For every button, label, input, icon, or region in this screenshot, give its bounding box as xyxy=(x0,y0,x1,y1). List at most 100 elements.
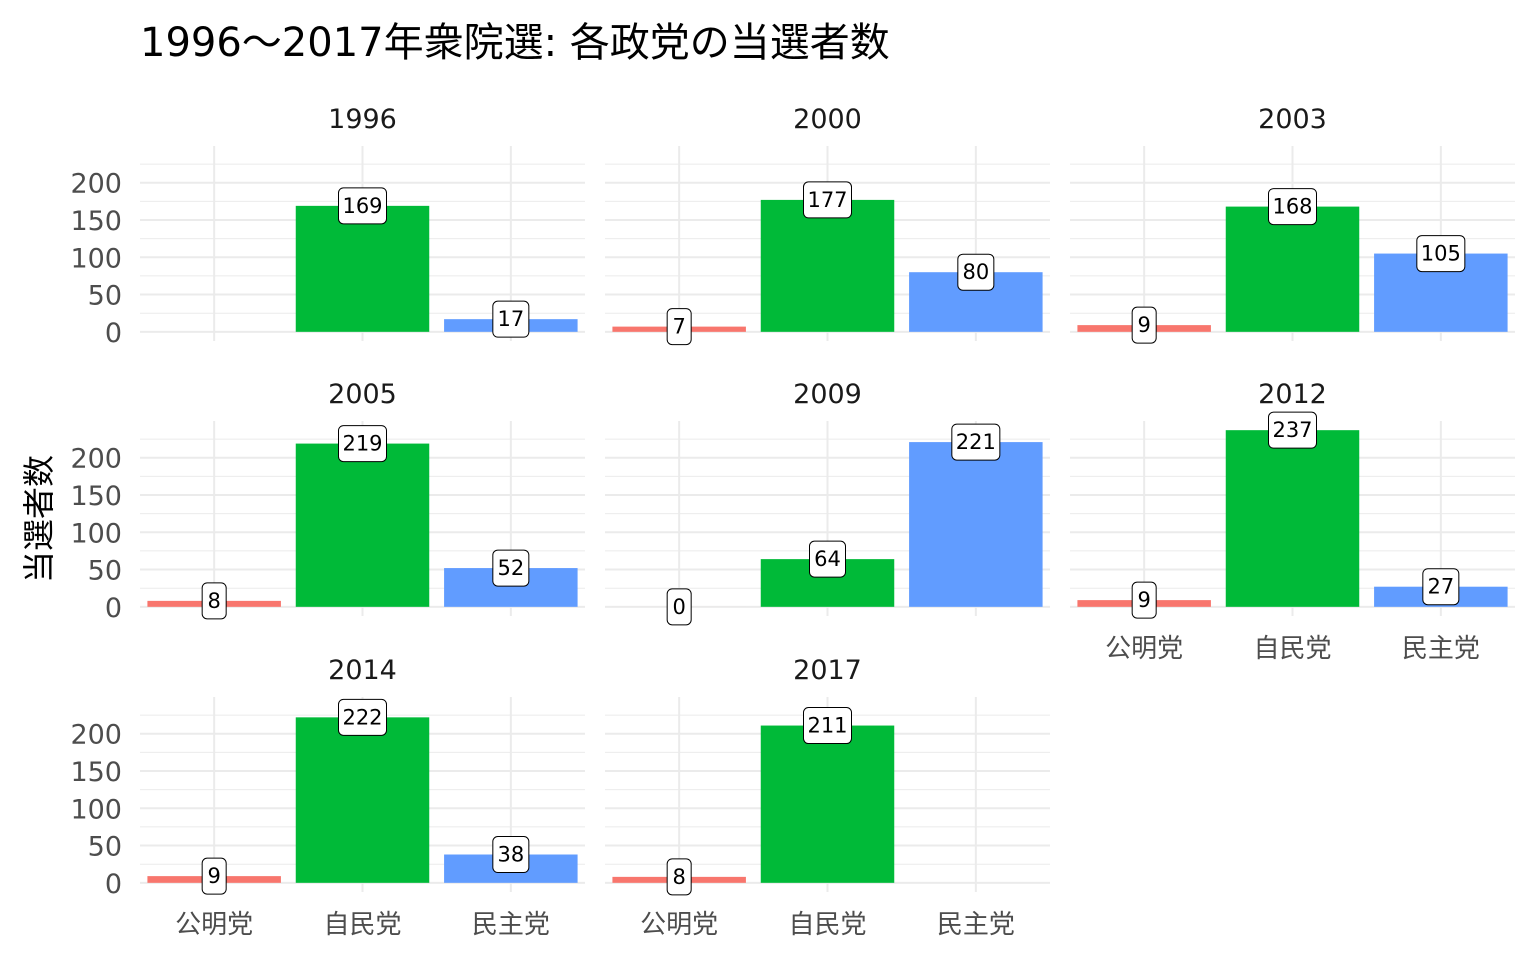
data-label: 222 xyxy=(338,698,387,736)
data-label: 8 xyxy=(666,858,692,896)
y-tick-label: 200 xyxy=(70,720,122,751)
bar-2014-自民党 xyxy=(295,717,430,883)
y-tick-label: 0 xyxy=(105,318,122,349)
x-tick-label: 自民党 xyxy=(788,910,866,940)
data-label: 221 xyxy=(951,423,1001,461)
x-tick-label: 民主党 xyxy=(1402,634,1480,664)
x-tick-label: 公明党 xyxy=(1105,634,1183,664)
data-label-box xyxy=(492,300,530,338)
data-label-box xyxy=(1268,188,1317,226)
data-label: 9 xyxy=(1131,306,1157,344)
facet-title: 2003 xyxy=(1258,104,1327,135)
data-label-text: 8 xyxy=(672,865,685,889)
bar-2009-民主党 xyxy=(909,442,1043,607)
y-tick-label: 50 xyxy=(88,556,122,587)
data-label: 9 xyxy=(1131,581,1157,619)
facet-panel-2003: 2003 9 168 105 xyxy=(1070,104,1515,344)
facet-title: 2005 xyxy=(328,379,397,410)
data-label: 105 xyxy=(1416,235,1466,273)
data-label-text: 177 xyxy=(807,188,847,212)
data-label-box xyxy=(666,858,692,896)
x-tick-label: 公明党 xyxy=(175,910,253,940)
data-label-box xyxy=(492,549,530,587)
facet-panel-2005: 2005 0 50 100 150 200 8 219 52 xyxy=(70,379,585,624)
data-label: 27 xyxy=(1422,568,1460,606)
data-label: 17 xyxy=(492,300,530,338)
y-tick-label: 150 xyxy=(70,757,122,788)
y-tick-label: 150 xyxy=(70,481,122,512)
data-label-box xyxy=(338,698,387,736)
data-label-text: 8 xyxy=(207,589,220,613)
data-label-text: 17 xyxy=(497,307,524,331)
data-label-text: 211 xyxy=(807,714,847,738)
data-label-text: 237 xyxy=(1272,418,1312,442)
data-label-text: 27 xyxy=(1427,575,1454,599)
data-label-box xyxy=(201,582,227,620)
y-tick-label: 50 xyxy=(88,281,122,312)
data-label-box xyxy=(1268,411,1317,449)
data-label: 38 xyxy=(492,836,530,874)
data-label-box xyxy=(803,707,852,745)
facet-title: 2014 xyxy=(328,655,397,686)
facet-panels: 1996050100150200169172000717780200391681… xyxy=(70,104,1515,940)
y-tick-label: 0 xyxy=(105,593,122,624)
data-label-box xyxy=(1131,306,1157,344)
data-label-text: 80 xyxy=(962,260,989,284)
data-label: 9 xyxy=(201,857,227,895)
facet-panel-1996: 1996 0 50 100 150 200 169 17 xyxy=(70,104,585,349)
data-label: 64 xyxy=(809,540,846,578)
data-label-box xyxy=(1131,581,1157,619)
y-tick-label: 0 xyxy=(105,869,122,900)
data-label-text: 221 xyxy=(956,430,996,454)
data-label-text: 7 xyxy=(672,315,685,339)
data-label-box xyxy=(1416,235,1466,273)
data-label-text: 169 xyxy=(342,194,382,218)
x-tick-label: 自民党 xyxy=(1253,634,1331,664)
data-label: 80 xyxy=(957,253,995,291)
x-tick-label: 公明党 xyxy=(640,910,718,940)
facet-panel-2014: 2014 0 50 100 150 200 9 222 38 公明党 自民党 民主党 xyxy=(70,655,585,940)
data-label: 8 xyxy=(201,582,227,620)
y-tick-label: 100 xyxy=(70,794,122,825)
facet-panel-2017: 2017 8 211 公明党 自民党 民主党 xyxy=(605,655,1050,940)
data-label-text: 9 xyxy=(1137,313,1150,337)
x-tick-label: 自民党 xyxy=(323,910,401,940)
data-label-box xyxy=(338,187,387,225)
data-label-box xyxy=(492,836,530,874)
data-label: 219 xyxy=(338,425,387,463)
facet-panel-2000: 2000 7 177 80 xyxy=(605,104,1050,346)
data-label-text: 105 xyxy=(1421,242,1461,266)
bar-2017-自民党 xyxy=(760,725,895,883)
data-label: 52 xyxy=(492,549,530,587)
facet-title: 2012 xyxy=(1258,379,1327,410)
chart-title: 1996～2017年衆院選: 各政党の当選者数 xyxy=(140,20,890,66)
data-label-text: 222 xyxy=(342,705,382,729)
bar-2003-自民党 xyxy=(1225,206,1360,332)
x-tick-label: 民主党 xyxy=(472,910,550,940)
data-label-text: 219 xyxy=(342,432,382,456)
bar-2005-自民党 xyxy=(295,443,430,607)
data-label: 211 xyxy=(803,707,852,745)
data-label-text: 52 xyxy=(497,556,524,580)
y-axis-label: 当選者数 xyxy=(20,455,58,583)
facet-title: 2000 xyxy=(793,104,862,135)
data-label-box xyxy=(666,308,692,346)
data-label-text: 64 xyxy=(814,547,841,571)
data-label-box xyxy=(666,588,692,626)
bar-2012-自民党 xyxy=(1225,430,1360,607)
data-label: 177 xyxy=(803,181,852,219)
facet-panel-2012: 2012 9 237 27 公明党 自民党 民主党 xyxy=(1070,379,1515,664)
data-label-box xyxy=(957,253,995,291)
data-label-text: 0 xyxy=(672,595,685,619)
facet-panel-2009: 2009 0 64 221 xyxy=(605,379,1050,626)
data-label-box xyxy=(809,540,846,578)
y-tick-label: 100 xyxy=(70,518,122,549)
data-label-box xyxy=(201,857,227,895)
data-label: 7 xyxy=(666,308,692,346)
data-label: 237 xyxy=(1268,411,1317,449)
data-label: 0 xyxy=(666,588,692,626)
facet-title: 1996 xyxy=(328,104,397,135)
data-label-text: 168 xyxy=(1272,195,1312,219)
y-tick-label: 150 xyxy=(70,206,122,237)
